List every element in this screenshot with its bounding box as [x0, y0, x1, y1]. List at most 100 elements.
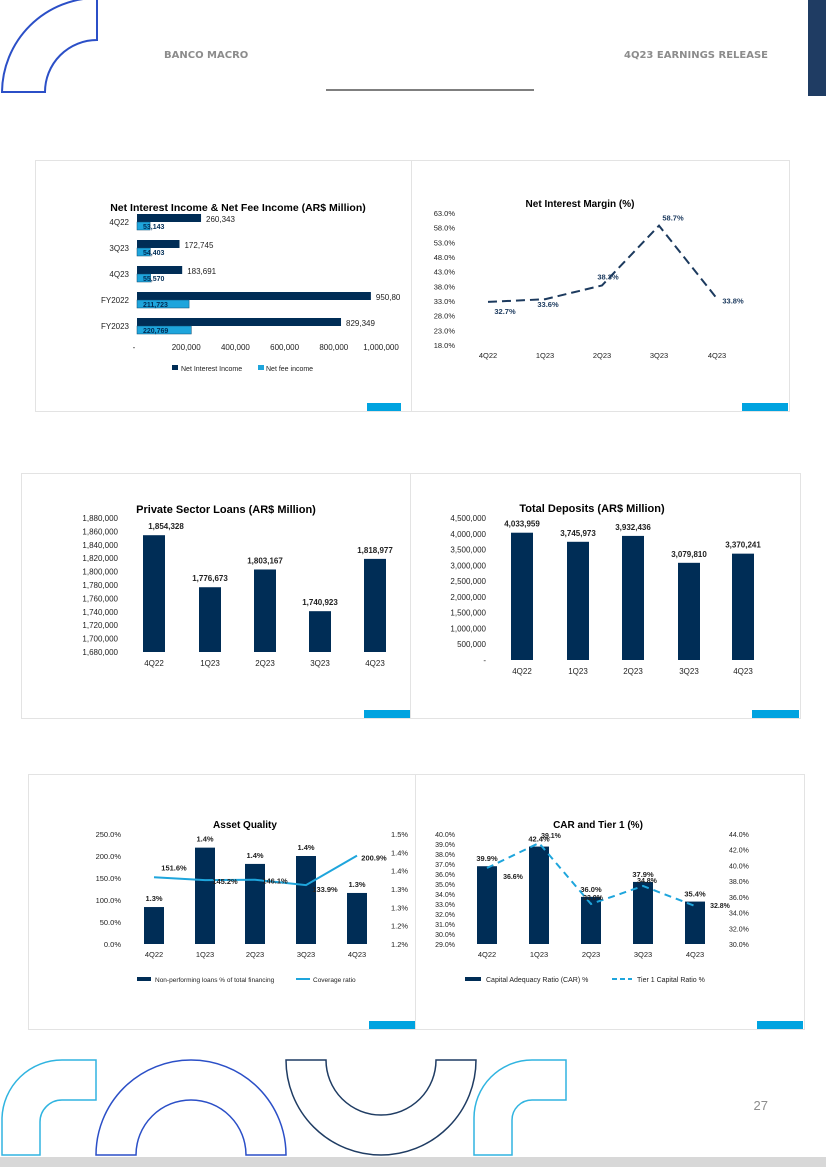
x-tick-label: 1Q23: [530, 950, 548, 959]
nii-bar: [137, 214, 202, 222]
y-tick-label: 1,880,000: [82, 514, 118, 523]
y2-tick-label: 38.0%: [729, 879, 749, 886]
bar-label: 35.4%: [684, 890, 706, 899]
y-tick-label: 34.0%: [435, 892, 455, 899]
y-tick-label: 200.0%: [96, 852, 122, 861]
x-tick-label: 400,000: [221, 343, 250, 352]
x-tick-label: 4Q23: [365, 659, 385, 668]
x-tick-label: 4Q22: [145, 950, 163, 959]
bar-label: 37.9%: [632, 870, 654, 879]
y-tick-label: 1,740,000: [82, 608, 118, 617]
x-tick-label: 3Q23: [679, 667, 699, 676]
y-tick-label: -: [483, 656, 486, 665]
y-tick-label: 31.0%: [435, 922, 455, 929]
accent-bar: [369, 1021, 415, 1029]
y-tick-label: 38.0%: [435, 852, 455, 859]
x-tick-label: 3Q23: [634, 950, 652, 959]
header-report-title: 4Q23 EARNINGS RELEASE: [624, 50, 768, 61]
y-tick-label: 1,840,000: [82, 541, 118, 550]
y-tick-label: 48.0%: [434, 253, 456, 262]
line-label: 32.8%: [710, 903, 731, 910]
legend-label: Non-performing loans % of total financin…: [155, 977, 275, 984]
category-label: 4Q23: [109, 270, 129, 279]
y-tick-label: 1,680,000: [82, 648, 118, 657]
legend-label: Tier 1 Capital Ratio %: [637, 977, 705, 984]
data-label: 3,745,973: [560, 529, 596, 538]
chart-title: Net Interest Margin (%): [526, 199, 635, 210]
x-tick-label: 3Q23: [650, 351, 668, 360]
y-tick-label: 40.0%: [435, 832, 455, 839]
legend-label: Net fee income: [266, 366, 313, 373]
accent-bar: [364, 710, 410, 718]
y-tick-label: 28.0%: [434, 312, 456, 321]
y2-tick-label: 44.0%: [729, 832, 749, 839]
fee-bar: [136, 273, 151, 283]
y2-tick-label: 40.0%: [729, 863, 749, 870]
y-tick-label: 250.0%: [96, 830, 122, 839]
car-bar: [633, 881, 653, 944]
y-tick-label: 1,000,000: [450, 624, 486, 633]
legend-label: Net Interest Income: [181, 366, 242, 373]
y-tick-label: 500,000: [457, 640, 486, 649]
legend-swatch: [137, 977, 151, 981]
data-label: 1,803,167: [247, 556, 283, 565]
y2-tick-label: 32.0%: [729, 926, 749, 933]
bar: [622, 535, 644, 660]
y-tick-label: 38.0%: [434, 282, 456, 291]
x-tick-label: 800,000: [319, 343, 348, 352]
category-label: FY2023: [101, 322, 130, 331]
y-tick-label: 4,500,000: [450, 514, 486, 523]
fee-bar: [136, 299, 190, 309]
x-tick-label: 2Q23: [593, 351, 611, 360]
x-tick-label: 4Q22: [478, 950, 496, 959]
y2-tick-label: 1.5%: [391, 830, 408, 839]
x-tick-label: 1Q23: [568, 667, 588, 676]
top-right-tab: [808, 0, 826, 96]
y-tick-label: 1,860,000: [82, 527, 118, 536]
data-label: 829,349: [346, 319, 375, 328]
legend-swatch: [172, 365, 178, 370]
y2-tick-label: 1.2%: [391, 922, 408, 931]
data-label: 33.6%: [537, 300, 559, 309]
footer-strip: [0, 1157, 826, 1167]
legend-swatch: [258, 365, 264, 370]
y-tick-label: 23.0%: [434, 326, 456, 335]
y-tick-label: 29.0%: [435, 942, 455, 949]
y2-tick-label: 30.0%: [729, 942, 749, 949]
nii-bar: [137, 292, 371, 300]
data-label: 3,079,810: [671, 550, 707, 559]
y-tick-label: 4,000,000: [450, 530, 486, 539]
car-bar: [581, 896, 601, 944]
line-label: 39.1%: [541, 833, 562, 840]
data-label: 1,740,923: [302, 598, 338, 607]
data-label: 260,343: [206, 215, 235, 224]
y-tick-label: 2,000,000: [450, 593, 486, 602]
bar-label: 1.3%: [145, 894, 162, 903]
y-tick-label: 1,700,000: [82, 635, 118, 644]
nim-line: [487, 224, 718, 303]
coverage-line: [153, 854, 358, 887]
x-tick-label: -: [133, 343, 136, 352]
bar-label: 1.3%: [348, 880, 365, 889]
accent-bar: [742, 403, 788, 411]
page-number: 27: [753, 1098, 768, 1113]
y2-tick-label: 36.0%: [729, 895, 749, 902]
y2-tick-label: 1.3%: [391, 903, 408, 912]
y-tick-label: 3,500,000: [450, 546, 486, 555]
y-tick-label: 37.0%: [435, 862, 455, 869]
category-label: 3Q23: [109, 244, 129, 253]
y-tick-label: 50.0%: [100, 918, 122, 927]
y-tick-label: 43.0%: [434, 268, 456, 277]
data-label: 58.7%: [662, 214, 684, 223]
y-tick-label: 1,500,000: [450, 609, 486, 618]
bar-label: 1.4%: [246, 851, 263, 860]
y2-tick-label: 34.0%: [729, 911, 749, 918]
bar: [678, 562, 700, 660]
x-tick-label: 1Q23: [196, 950, 214, 959]
data-label: 950,80: [376, 293, 401, 302]
tier1-line: [486, 841, 696, 907]
chart-title: Net Interest Income & Net Fee Income (AR…: [110, 202, 366, 214]
y-tick-label: 39.0%: [435, 842, 455, 849]
y-tick-label: 33.0%: [435, 902, 455, 909]
